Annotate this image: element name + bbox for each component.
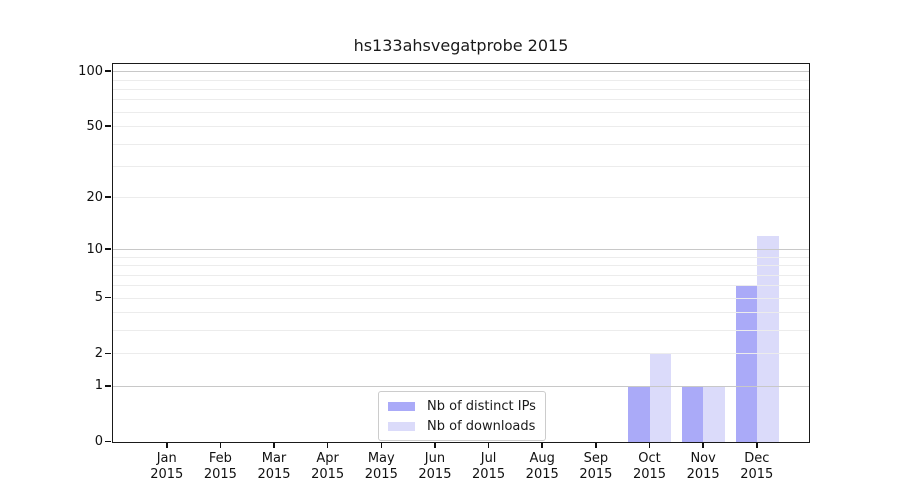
x-tick [648, 443, 651, 448]
bar [703, 386, 725, 442]
minor-gridline [113, 312, 809, 314]
y-tick-label: 0 [94, 434, 103, 449]
legend-item-distinct-ips: Nb of distinct IPs [388, 396, 536, 416]
x-tick [541, 443, 543, 448]
x-tick [273, 443, 275, 448]
minor-gridline [113, 297, 809, 299]
minor-gridline [113, 165, 809, 167]
x-tick [380, 443, 383, 448]
minor-gridline [113, 330, 809, 332]
bar [735, 285, 758, 442]
minor-gridline [113, 197, 809, 199]
y-tick [105, 70, 111, 72]
minor-gridline [113, 274, 809, 276]
x-tick [434, 443, 436, 448]
legend-label-distinct-ips: Nb of distinct IPs [427, 398, 536, 414]
major-gridline [113, 71, 809, 73]
bar [628, 386, 650, 442]
bar [681, 386, 704, 442]
x-tick [166, 443, 168, 448]
x-tick-label: Sep 2015 [579, 451, 613, 482]
x-tick-label: Dec 2015 [740, 451, 774, 482]
y-tick-label: 50 [86, 118, 103, 134]
legend-swatch-downloads [388, 421, 415, 431]
x-tick [219, 443, 222, 448]
y-tick [105, 440, 111, 443]
bar [757, 236, 779, 442]
minor-gridline [113, 143, 809, 145]
legend-swatch-distinct-ips [388, 401, 415, 411]
x-tick-label: Apr 2015 [311, 451, 345, 482]
y-tick [105, 385, 111, 387]
bars [113, 64, 809, 442]
x-tick-label: Jan 2015 [150, 451, 184, 482]
x-tick-label: Nov 2015 [686, 451, 720, 482]
plot-area: Nb of distinct IPs Nb of downloads [112, 63, 810, 443]
major-gridline [113, 249, 809, 251]
x-tick [756, 443, 758, 448]
y-tick-label: 10 [86, 241, 103, 257]
chart-title: hs133ahsvegatprobe 2015 [353, 36, 569, 55]
y-tick [105, 352, 111, 355]
x-tick-label: Aug 2015 [525, 451, 559, 482]
minor-gridline [113, 88, 809, 90]
y-tick [105, 196, 111, 198]
minor-gridline [113, 256, 809, 258]
minor-gridline [113, 99, 809, 101]
gridlines [113, 64, 809, 442]
bar [649, 353, 672, 442]
y-tick-label: 20 [86, 189, 103, 205]
minor-gridline [113, 265, 809, 267]
y-tick-label: 5 [94, 290, 103, 306]
x-tick [595, 443, 597, 448]
y-tick-label: 100 [78, 63, 103, 79]
y-tick [105, 125, 111, 127]
minor-gridline [113, 126, 809, 128]
legend: Nb of distinct IPs Nb of downloads [378, 391, 546, 441]
legend-item-downloads: Nb of downloads [388, 416, 536, 436]
y-tick [105, 296, 111, 299]
minor-gridline [113, 353, 809, 355]
y-tick-label: 1 [94, 378, 103, 394]
x-tick-label: Oct 2015 [632, 451, 667, 482]
x-tick [702, 443, 704, 448]
y-tick [105, 248, 111, 250]
x-tick [487, 443, 490, 448]
legend-label-downloads: Nb of downloads [427, 418, 536, 434]
x-tick-label: Feb 2015 [203, 451, 237, 482]
major-gridline [113, 385, 809, 387]
x-tick-label: Mar 2015 [257, 451, 291, 482]
x-tick-label: May 2015 [364, 451, 398, 482]
minor-gridline [113, 111, 809, 113]
x-tick-label: Jun 2015 [418, 451, 452, 482]
y-tick-label: 2 [94, 345, 103, 361]
x-tick-label: Jul 2015 [472, 451, 506, 482]
minor-gridline [113, 285, 809, 287]
x-tick [326, 443, 329, 448]
minor-gridline [113, 79, 809, 81]
